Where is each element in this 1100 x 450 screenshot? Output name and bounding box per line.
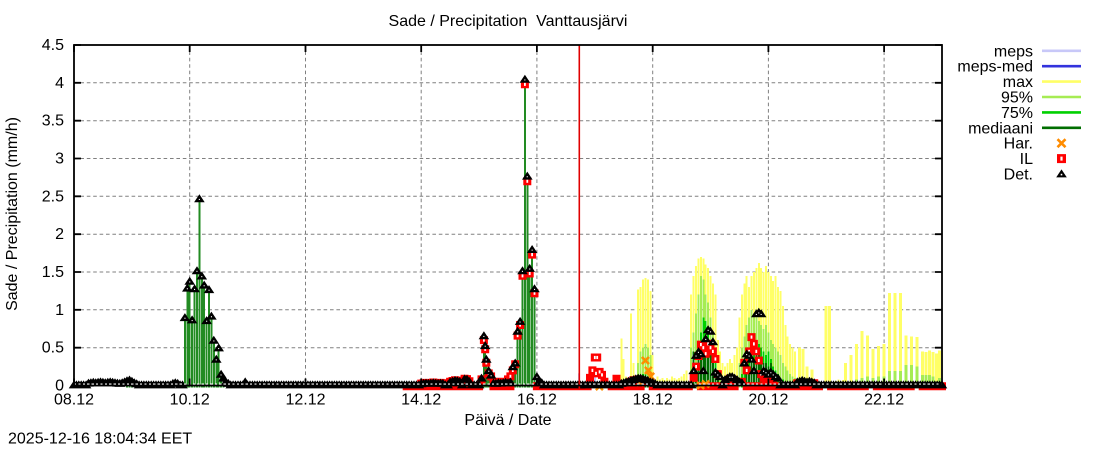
svg-text:75%: 75% — [1001, 105, 1033, 122]
svg-text:08.12: 08.12 — [54, 392, 94, 409]
svg-text:4: 4 — [55, 75, 64, 92]
svg-text:IL: IL — [1020, 151, 1033, 168]
svg-text:3.5: 3.5 — [42, 113, 64, 130]
svg-text:10.12: 10.12 — [170, 392, 210, 409]
svg-text:3: 3 — [55, 151, 64, 168]
svg-text:mediaani: mediaani — [968, 120, 1033, 137]
svg-text:2.5: 2.5 — [42, 188, 64, 205]
svg-text:1: 1 — [55, 302, 64, 319]
svg-text:1.5: 1.5 — [42, 264, 64, 281]
svg-text:max: max — [1003, 74, 1033, 91]
svg-text:Det.: Det. — [1004, 167, 1033, 184]
svg-text:95%: 95% — [1001, 90, 1033, 107]
svg-text:Har.: Har. — [1004, 136, 1033, 153]
svg-text:2025-12-16 18:04:34 EET: 2025-12-16 18:04:34 EET — [8, 431, 192, 448]
svg-text:12.12: 12.12 — [285, 392, 325, 409]
svg-text:2: 2 — [55, 226, 64, 243]
svg-text:14.12: 14.12 — [401, 392, 441, 409]
svg-text:16.12: 16.12 — [517, 392, 557, 409]
svg-text:22.12: 22.12 — [864, 392, 904, 409]
svg-text:Päivä / Date: Päivä / Date — [464, 412, 551, 429]
svg-text:0.5: 0.5 — [42, 340, 64, 357]
svg-text:Sade / Precipitation Vanttaus: Sade / Precipitation Vanttausjärvi — [389, 13, 628, 30]
svg-text:0: 0 — [55, 378, 64, 395]
svg-text:4.5: 4.5 — [42, 37, 64, 54]
svg-text:18.12: 18.12 — [633, 392, 673, 409]
svg-text:meps-med: meps-med — [957, 59, 1033, 76]
svg-text:20.12: 20.12 — [748, 392, 788, 409]
svg-text:meps: meps — [994, 43, 1033, 60]
svg-text:Sade / Precipitation (mm/h): Sade / Precipitation (mm/h) — [4, 117, 21, 311]
